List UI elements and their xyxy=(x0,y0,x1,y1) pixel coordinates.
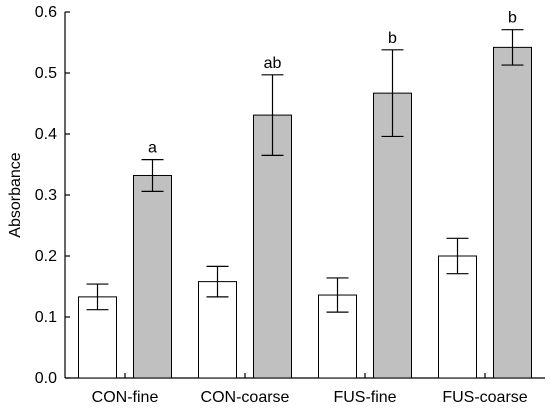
bar xyxy=(133,174,172,379)
error-bars xyxy=(86,29,524,313)
bar xyxy=(78,296,117,379)
significance-label: a xyxy=(148,140,157,157)
significance-labels: a ab b b xyxy=(148,10,517,157)
x-ticks: CON-fine CON-coarse FUS-fine FUS-coarse xyxy=(92,373,528,406)
x-tick-label: CON-fine xyxy=(92,389,159,406)
bar xyxy=(438,255,477,379)
significance-label: ab xyxy=(264,55,282,72)
y-tick-label: 0.3 xyxy=(35,187,57,204)
bar xyxy=(493,46,532,379)
y-tick-label: 0.4 xyxy=(35,126,57,143)
significance-label: b xyxy=(388,30,397,47)
significance-label: b xyxy=(508,10,517,27)
y-ticks: 0.0 0.1 0.2 0.3 0.4 0.5 0.6 xyxy=(35,4,70,387)
bar xyxy=(373,92,412,379)
x-tick-label: CON-coarse xyxy=(201,389,290,406)
x-tick-label: FUS-coarse xyxy=(442,389,527,406)
y-axis-label: Absorbance xyxy=(7,152,24,237)
bars xyxy=(78,46,532,379)
bar xyxy=(253,114,292,379)
y-tick-label: 0.5 xyxy=(35,65,57,82)
y-tick-label: 0.1 xyxy=(35,309,57,326)
y-tick-label: 0.0 xyxy=(35,370,57,387)
y-tick-label: 0.6 xyxy=(35,4,57,21)
y-tick-label: 0.2 xyxy=(35,248,57,265)
bar xyxy=(198,281,237,379)
x-tick-label: FUS-fine xyxy=(333,389,396,406)
